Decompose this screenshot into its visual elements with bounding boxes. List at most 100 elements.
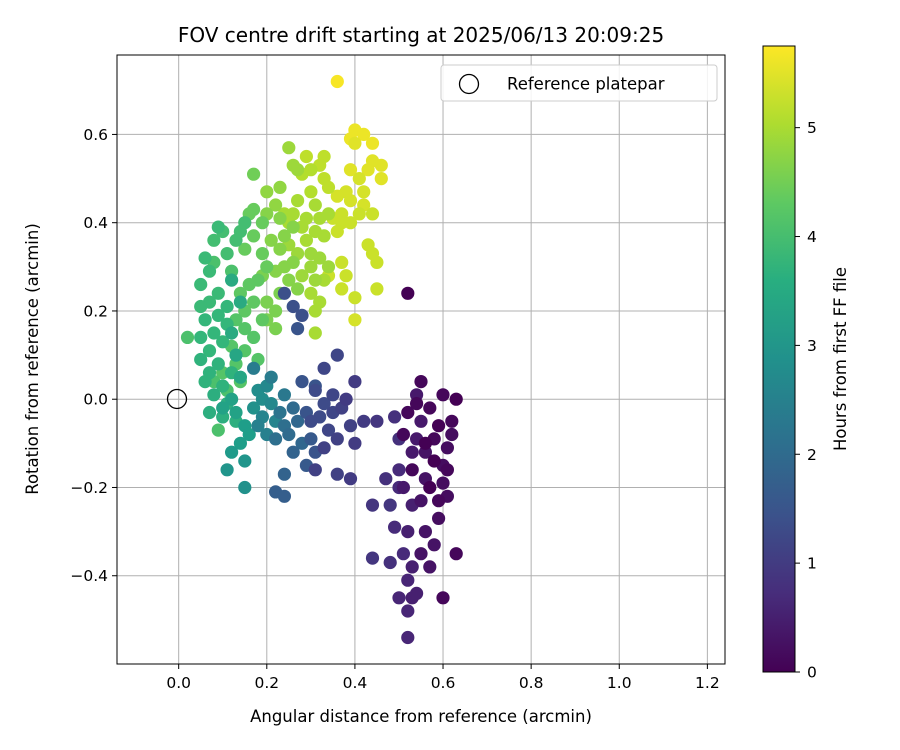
y-tick-label: 0.6 xyxy=(83,126,108,144)
data-point xyxy=(264,370,278,384)
colorbar: 0 1 2 3 4 5 Hours from first FF file xyxy=(762,45,850,682)
data-point xyxy=(370,282,384,296)
data-point xyxy=(405,445,419,459)
data-point xyxy=(308,198,322,212)
data-point xyxy=(255,216,269,230)
data-point xyxy=(282,273,296,287)
data-point xyxy=(255,313,269,327)
data-point xyxy=(286,299,300,314)
data-point xyxy=(317,397,331,411)
reference-platepar-marker xyxy=(166,388,188,410)
data-point xyxy=(396,480,410,495)
data-point xyxy=(317,441,331,455)
data-point xyxy=(211,308,225,322)
data-point xyxy=(207,388,221,402)
data-point xyxy=(291,414,305,428)
scatter-points xyxy=(180,74,463,645)
data-point xyxy=(396,427,410,442)
data-point xyxy=(308,463,322,477)
data-point xyxy=(379,472,393,486)
data-point xyxy=(432,494,446,508)
data-point xyxy=(260,260,274,274)
data-point xyxy=(348,436,362,450)
data-point xyxy=(321,423,336,437)
data-point xyxy=(330,224,344,239)
data-point xyxy=(388,520,402,534)
colorbar-tick-label: 5 xyxy=(807,119,817,137)
data-point xyxy=(220,299,234,314)
data-point xyxy=(321,180,336,194)
data-point xyxy=(348,375,362,389)
data-point xyxy=(343,419,358,433)
data-point xyxy=(273,211,287,225)
data-point xyxy=(388,410,402,424)
data-point xyxy=(216,401,230,415)
data-point xyxy=(383,498,397,512)
data-point xyxy=(335,282,349,296)
data-point xyxy=(211,220,225,234)
data-point xyxy=(291,322,305,336)
data-point xyxy=(304,432,318,446)
data-point xyxy=(282,427,296,442)
data-point xyxy=(207,326,221,340)
data-point xyxy=(440,441,454,455)
data-point xyxy=(330,189,344,203)
data-point xyxy=(401,405,415,420)
data-point xyxy=(211,357,225,371)
data-point xyxy=(432,511,446,525)
data-point xyxy=(247,361,261,375)
grid-lines xyxy=(117,55,725,664)
data-point xyxy=(216,335,230,349)
data-point xyxy=(291,163,305,177)
data-point xyxy=(238,454,252,468)
data-point xyxy=(295,308,309,322)
data-point xyxy=(414,494,428,508)
data-point xyxy=(198,375,212,389)
x-tick-label: 0.6 xyxy=(431,674,456,692)
data-point xyxy=(423,401,437,415)
data-point xyxy=(357,127,371,141)
data-point xyxy=(291,282,305,296)
colorbar-tick-label: 2 xyxy=(807,446,817,464)
data-point xyxy=(370,414,384,428)
data-point xyxy=(330,348,344,362)
data-point xyxy=(423,480,437,495)
data-point xyxy=(326,388,340,402)
data-point xyxy=(216,379,230,393)
data-point xyxy=(410,586,424,601)
data-point xyxy=(445,427,459,442)
data-point xyxy=(365,551,380,565)
data-point xyxy=(357,414,371,428)
data-point xyxy=(308,304,322,318)
data-point xyxy=(436,591,450,605)
data-point xyxy=(401,604,415,618)
legend-reference-marker xyxy=(458,73,480,95)
data-point xyxy=(308,326,322,340)
data-point xyxy=(295,269,309,283)
data-point xyxy=(251,419,265,433)
data-point xyxy=(370,255,384,269)
x-tick-label: 0.2 xyxy=(254,674,279,692)
data-point xyxy=(308,383,322,397)
data-point xyxy=(436,388,450,402)
colorbar-tick-label: 0 xyxy=(807,664,817,682)
x-tick-label: 1.2 xyxy=(695,674,720,692)
y-axis-label: Rotation from reference (arcmin) xyxy=(23,223,42,495)
data-point xyxy=(418,525,432,539)
x-tick-label: 0.0 xyxy=(166,674,191,692)
data-point xyxy=(277,489,291,503)
legend-box xyxy=(440,64,718,102)
data-point xyxy=(242,427,256,442)
data-point xyxy=(418,436,432,450)
data-point xyxy=(291,194,305,208)
data-point xyxy=(414,414,428,428)
data-point xyxy=(427,538,441,552)
data-point xyxy=(247,167,261,181)
data-point xyxy=(392,591,406,605)
data-point xyxy=(194,352,208,367)
y-tick-label: 0.2 xyxy=(83,302,108,320)
data-point xyxy=(414,375,428,389)
data-point xyxy=(247,229,261,243)
data-point xyxy=(432,419,446,433)
data-point xyxy=(233,295,247,309)
